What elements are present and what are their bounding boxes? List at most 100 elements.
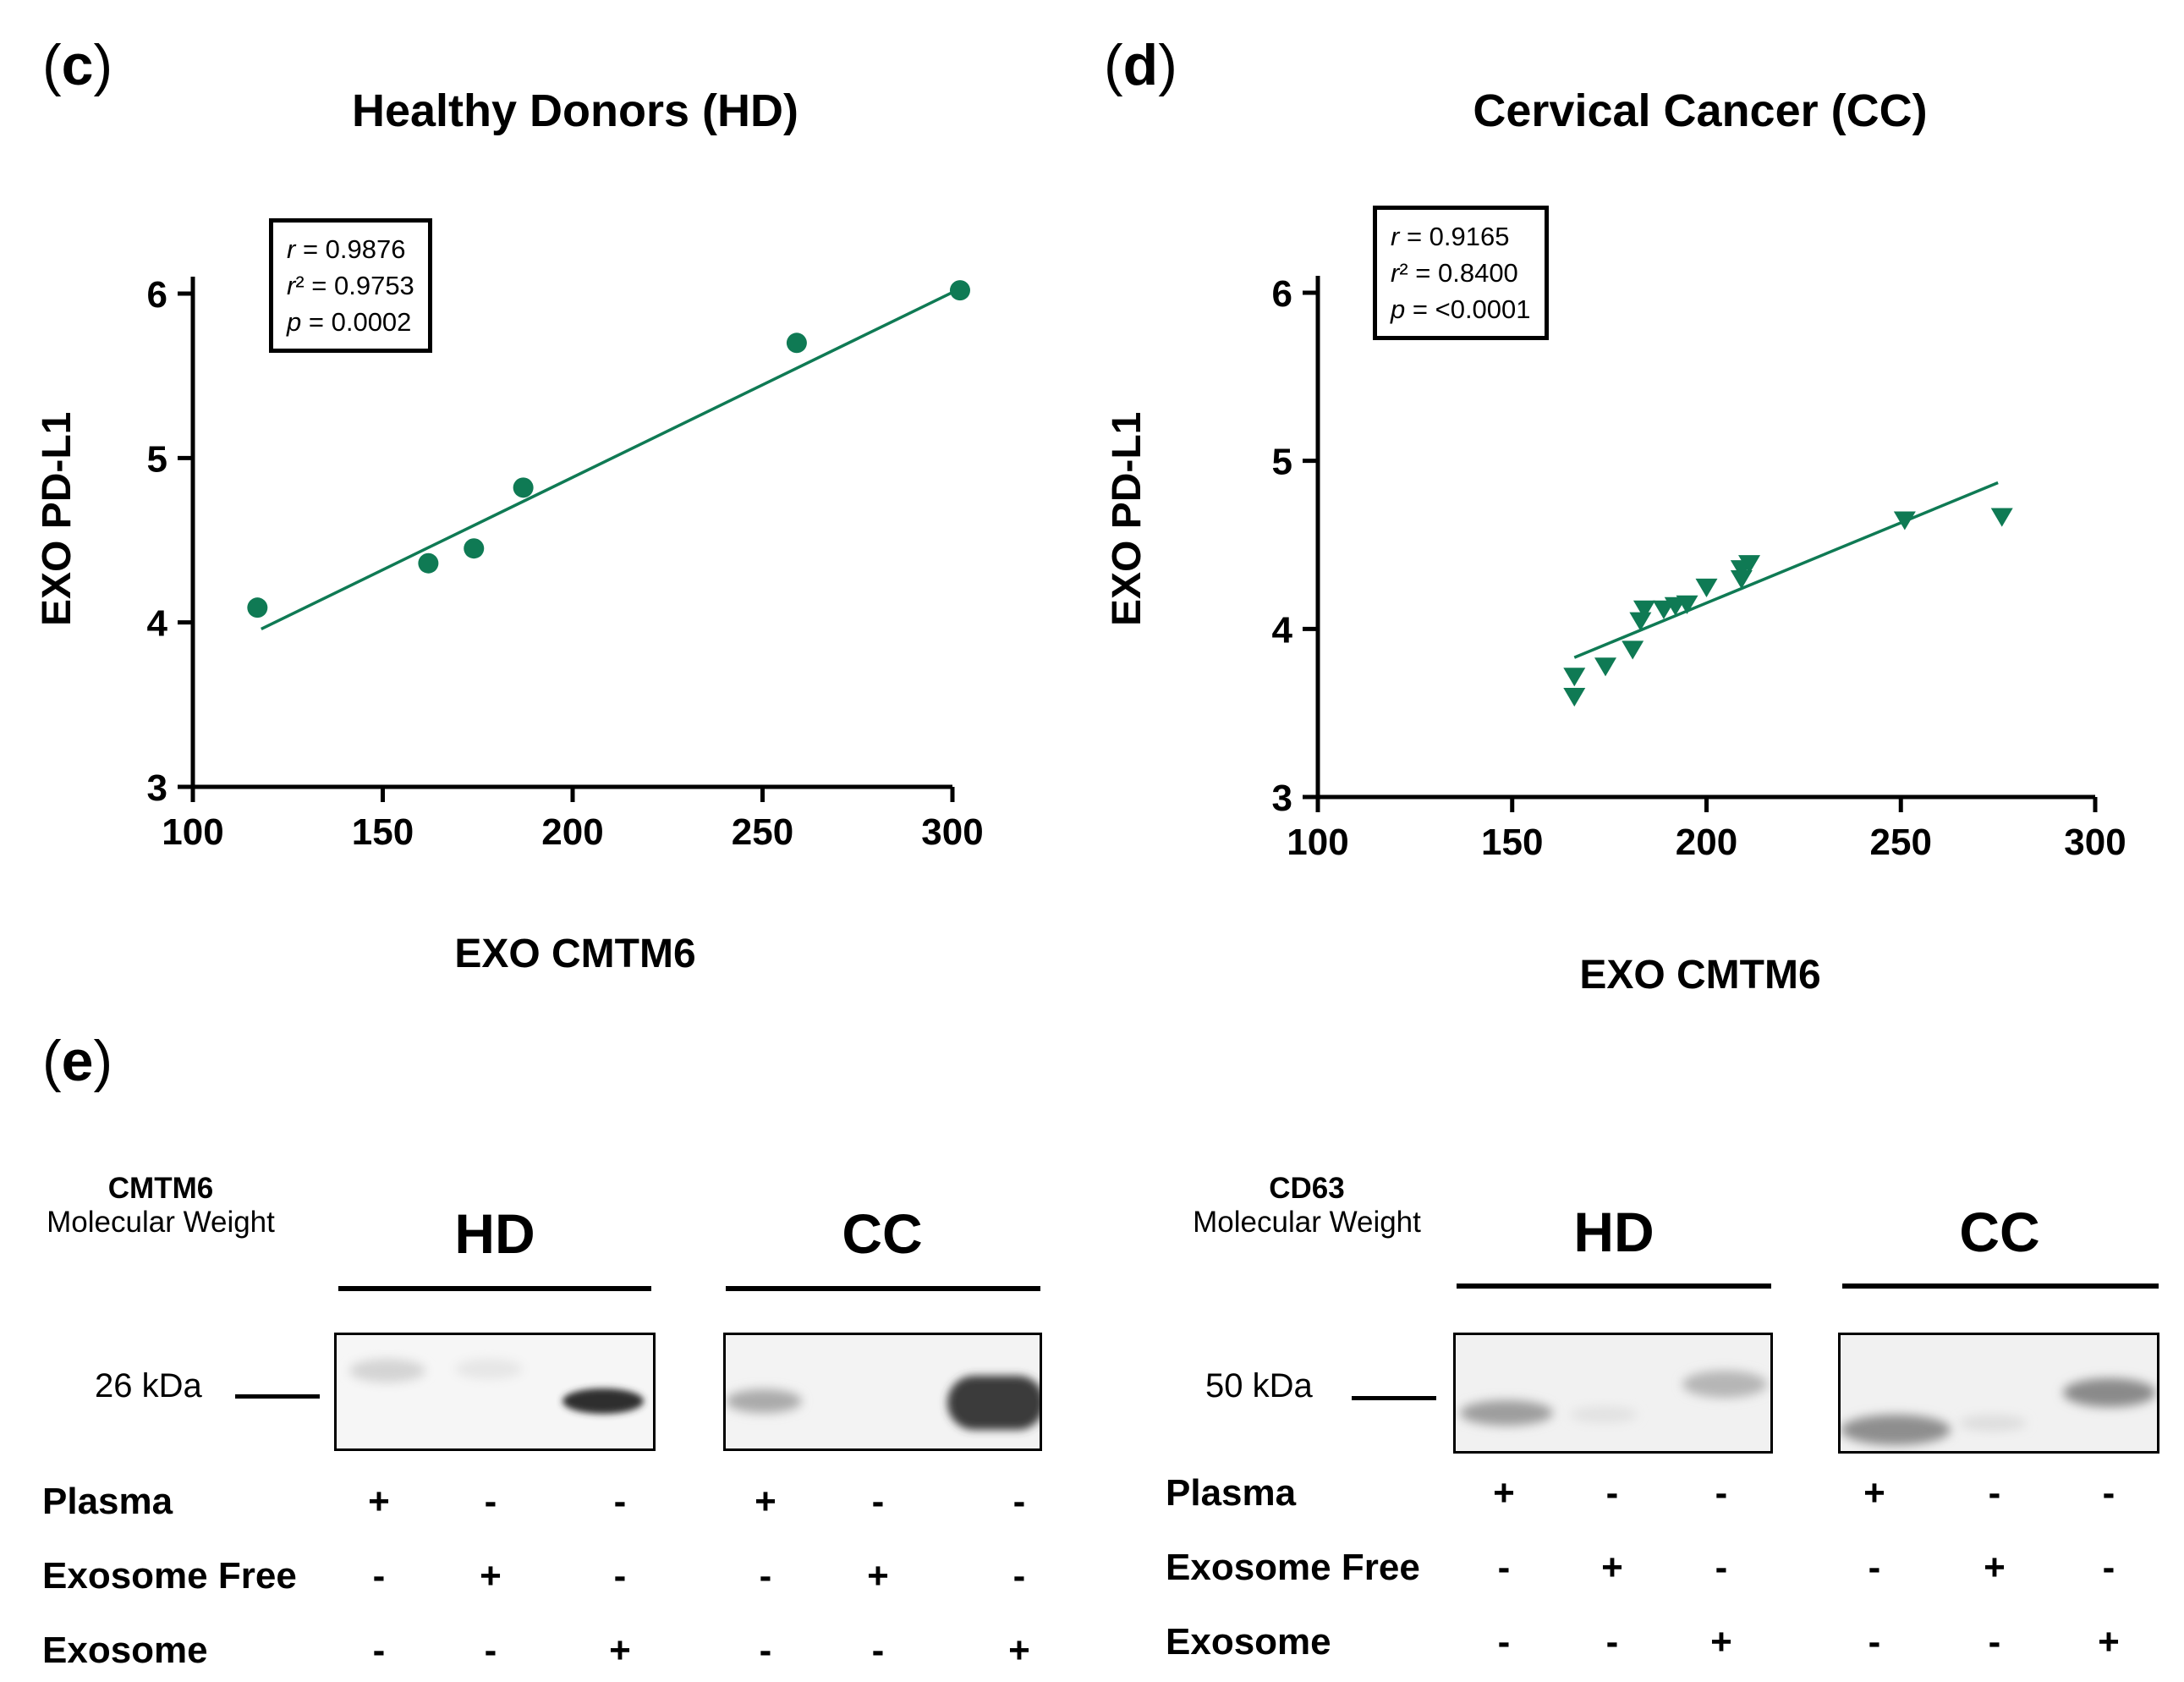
treatment-sign: -: [1012, 1481, 1026, 1522]
treatment-sign: -: [613, 1555, 627, 1597]
treatment-sign: +: [609, 1630, 631, 1671]
treatment-sign: -: [484, 1630, 497, 1671]
y-tick-label: 3: [147, 767, 167, 809]
protein-name-cd63: CD63: [1269, 1172, 1345, 1205]
treatment-sign: -: [2102, 1472, 2115, 1514]
band-plasma-hd-cmtm6: [349, 1359, 425, 1382]
x-tick-label: 300: [921, 811, 983, 853]
blot-image-cmtm6-hd: [334, 1333, 656, 1451]
blot-image-cd63-cc: [1838, 1333, 2159, 1454]
treatment-sign: +: [480, 1555, 502, 1597]
treatment-table-cd63: Plasma Exosome Free Exosome + - - + - - - + - - + -…: [1166, 1472, 2181, 1667]
data-point: [1738, 555, 1761, 574]
stats-box-c: r = 0.9876 r² = 0.9753 p = 0.0002: [269, 218, 432, 353]
treatment-sign: +: [1710, 1621, 1732, 1663]
treatment-sign: +: [755, 1481, 776, 1522]
blot-cd63-header: CD63 Molecular Weight: [1163, 1172, 1451, 1240]
stat-p-d: p = <0.0001: [1391, 294, 1531, 324]
treatment-sign: -: [2102, 1547, 2115, 1588]
data-point: [513, 477, 534, 498]
treatment-sign: -: [1497, 1547, 1511, 1588]
treatment-sign: -: [871, 1630, 885, 1671]
stat-p-c: p = 0.0002: [287, 307, 412, 337]
treatment-sign: -: [759, 1630, 772, 1671]
treatment-sign: +: [1008, 1630, 1030, 1671]
data-point: [1676, 595, 1698, 614]
treatment-sign: +: [2098, 1621, 2120, 1663]
data-point: [786, 333, 807, 354]
data-point: [464, 538, 485, 559]
band-exosome-hd-cd63: [1682, 1371, 1767, 1398]
group-line-cc-cd63: [1842, 1283, 2159, 1289]
panel-label-d: (d): [1104, 33, 1177, 97]
treatment-sign: +: [1984, 1547, 2006, 1588]
panel-label-c: (c): [42, 33, 113, 97]
data-point: [418, 552, 439, 574]
treatment-sign: +: [368, 1481, 390, 1522]
band-exosome-hd-cmtm6: [562, 1388, 644, 1414]
stat-r2-c: r² = 0.9753: [287, 271, 414, 300]
band-plasma-cc-cd63: [1841, 1415, 1951, 1445]
treatment-sign: -: [1868, 1547, 1881, 1588]
y-axis-label-c: EXO PD-L1: [35, 411, 80, 626]
x-tick-label: 100: [162, 811, 223, 853]
stats-box-d: r = 0.9165 r² = 0.8400 p = <0.0001: [1373, 206, 1549, 340]
treatment-sign: -: [372, 1630, 386, 1671]
panel-label-e: (e): [42, 1029, 113, 1093]
y-axis-label-d: EXO PD-L1: [1105, 411, 1150, 626]
treatment-sign: -: [372, 1555, 386, 1597]
row-label-exosome-cd63: Exosome: [1166, 1621, 1331, 1663]
y-tick-label: 5: [1272, 442, 1292, 483]
y-tick-label: 5: [147, 438, 167, 480]
treatment-sign: +: [867, 1555, 889, 1597]
treatment-sign: +: [1493, 1472, 1515, 1514]
data-point: [1622, 640, 1644, 660]
mw-label-cmtm6: Molecular Weight: [47, 1206, 275, 1239]
treatment-table-cmtm6: Plasma Exosome Free Exosome + - - + - - - + - - + -…: [42, 1481, 1074, 1675]
blot-image-cd63-hd: [1453, 1333, 1773, 1454]
stat-r-c: r = 0.9876: [287, 234, 406, 264]
group-hd-cmtm6: HD: [454, 1202, 535, 1265]
row-label-exosome-free-cmtm6: Exosome Free: [42, 1555, 297, 1597]
data-point: [1594, 657, 1617, 677]
y-tick-label: 3: [1272, 778, 1292, 819]
treatment-sign: -: [1715, 1472, 1728, 1514]
group-hd-cd63: HD: [1573, 1201, 1654, 1263]
data-point: [1563, 688, 1586, 707]
treatment-sign: -: [1715, 1547, 1728, 1588]
treatment-sign: -: [759, 1555, 772, 1597]
data-point: [1629, 612, 1652, 631]
band-exosome-free-hd-cmtm6: [455, 1359, 523, 1379]
y-tick-label: 6: [147, 274, 167, 316]
group-cc-cmtm6: CC: [842, 1202, 923, 1265]
blot-cmtm6-header: CMTM6 Molecular Weight: [25, 1172, 296, 1240]
chart-title-d: Cervical Cancer (CC): [1473, 85, 1928, 136]
chart-d-plot: 3 4 5 6 100 150 200 250 300: [1272, 273, 2126, 863]
x-tick-label: 200: [1676, 822, 1737, 863]
treatment-sign: -: [871, 1481, 885, 1522]
mw-label-cd63: Molecular Weight: [1193, 1206, 1421, 1239]
mw-marker-cmtm6: [235, 1394, 320, 1399]
data-point: [1893, 511, 1916, 530]
x-tick-label: 200: [541, 811, 603, 853]
chart-title-c: Healthy Donors (HD): [351, 85, 799, 136]
data-point: [1563, 668, 1586, 687]
row-label-exosome-cmtm6: Exosome: [42, 1630, 208, 1671]
group-cc-cd63: CC: [1959, 1201, 2040, 1263]
x-tick-label: 250: [732, 811, 793, 853]
stat-r2-d: r² = 0.8400: [1391, 258, 1518, 288]
regression-line: [261, 287, 961, 631]
band-exosome-free-hd-cd63: [1570, 1406, 1638, 1423]
data-point: [1990, 508, 2013, 527]
band-exosome-cc-cd63: [2063, 1378, 2156, 1407]
treatment-sign: -: [1497, 1621, 1511, 1663]
x-tick-label: 100: [1287, 822, 1348, 863]
x-tick-label: 300: [2064, 822, 2126, 863]
y-tick-label: 4: [147, 603, 168, 645]
y-tick-label: 4: [1272, 609, 1293, 651]
data-point: [949, 280, 970, 301]
treatment-sign: -: [1988, 1472, 2001, 1514]
band-exosome-cc-cmtm6: [947, 1376, 1045, 1430]
stat-r-d: r = 0.9165: [1391, 222, 1510, 251]
x-axis-label-d: EXO CMTM6: [1579, 953, 1821, 998]
